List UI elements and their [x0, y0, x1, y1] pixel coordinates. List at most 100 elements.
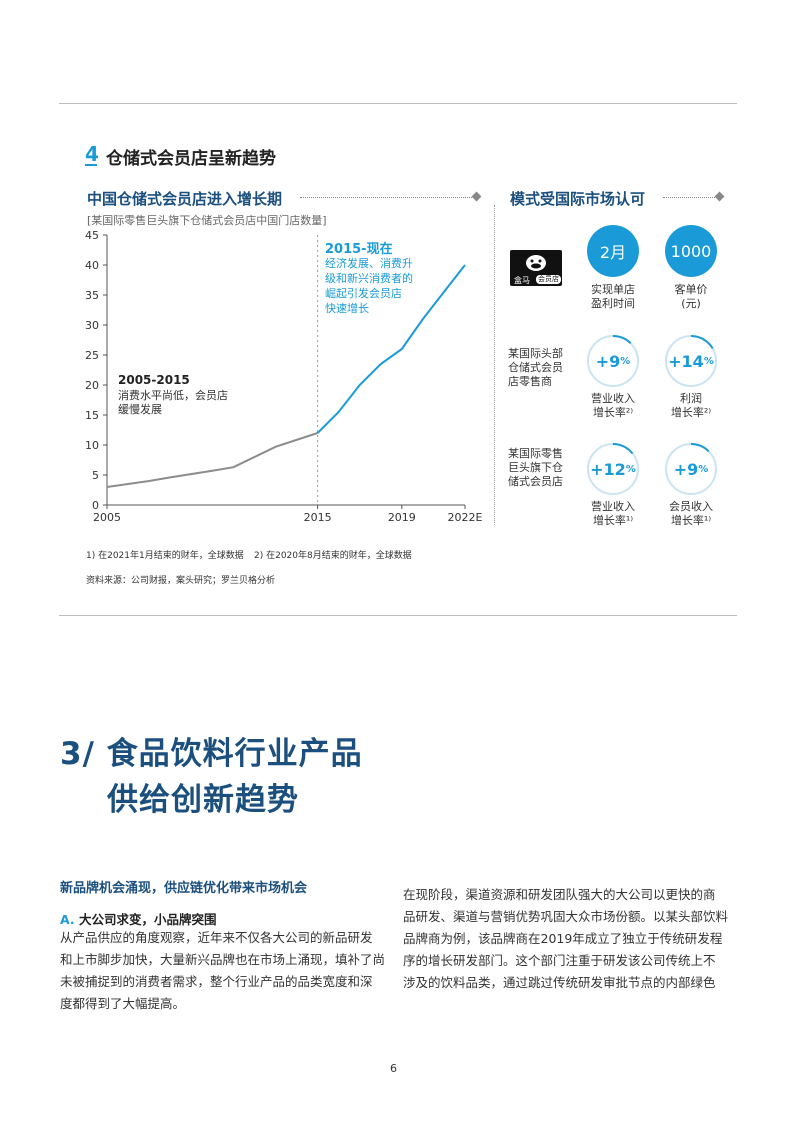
footnote-2: 2) 在2020年8月结束的财年，全球数据	[254, 551, 412, 561]
caption-line: 盈利时间	[591, 297, 635, 310]
body-right-paragraph: 在现阶段，渠道资源和研发团队强大的大公司以更快的商 品研发、渠道与营销优势巩固大…	[403, 884, 733, 994]
annotation-early-line: 缓慢发展	[118, 403, 162, 416]
paragraph-line: 在现阶段，渠道资源和研发团队强大的大公司以更快的商	[403, 887, 716, 902]
paragraph-line: 从产品供应的角度观察，近年来不仅各大公司的新品研发	[60, 930, 373, 945]
row-label-line: 巨头旗下仓	[508, 461, 563, 474]
subheading-letter: A.	[60, 912, 75, 927]
stat-caption: 实现单店 盈利时间	[577, 283, 649, 311]
source-note: 资料来源：公司财报，案头研究；罗兰贝格分析	[86, 576, 276, 586]
caption-line: 增长率²⁾	[592, 406, 634, 419]
paragraph-line: 度都得到了大幅提高。	[60, 996, 186, 1011]
stat-caption: 营业收入 增长率²⁾	[577, 392, 649, 420]
percent-sign: %	[698, 463, 709, 475]
percent-sign: %	[620, 355, 631, 367]
stat-circle-profit-time: 2月	[587, 225, 639, 277]
stat-caption: 利润 增长率²⁾	[655, 392, 727, 420]
top-divider	[59, 103, 737, 104]
percent-sign: %	[703, 355, 714, 367]
stat-caption: 营业收入 增长率¹⁾	[577, 500, 649, 528]
paragraph-line: 品研发、渠道与营销优势巩固大众市场份额。以某头部饮料	[403, 909, 729, 924]
annotation-recent-line: 快速增长	[325, 302, 369, 315]
chart-title: 中国仓储式会员店进入增长期	[87, 190, 283, 208]
annotation-early-line: 消费水平尚低，会员店	[118, 389, 228, 402]
paragraph-line: 和上市脚步加快，大量新兴品牌也在市场上涌现，填补了尚	[60, 952, 386, 967]
progress-arc	[690, 335, 714, 350]
x-tick-label: 2015	[304, 511, 332, 524]
chart-title-leader	[300, 197, 472, 198]
x-tick-label: 2022E	[448, 511, 483, 524]
hippo-icon	[526, 255, 546, 271]
paragraph-line: 未被捕捉到的消费者需求，整个行业产品的品类宽度和深	[60, 974, 373, 989]
section-number-underline	[85, 164, 97, 166]
stat-circle-revenue-growth: +9%	[587, 335, 639, 387]
right-panel-title: 模式受国际市场认可	[510, 190, 646, 208]
section-title: 仓储式会员店呈新趋势	[106, 149, 276, 169]
stat-value: +14	[668, 351, 704, 371]
chapter-title-line2: 供给创新趋势	[107, 782, 299, 818]
caption-line: 增长率¹⁾	[670, 514, 712, 527]
body-subheading: A. 大公司求变，小品牌突围	[60, 909, 217, 928]
stat-value: 1000	[670, 241, 712, 261]
row-label-line: 店零售商	[508, 375, 552, 388]
row-label-line: 仓储式会员	[508, 361, 563, 374]
footnote-1: 1) 在2021年1月结束的财年，全球数据	[86, 551, 244, 561]
caption-line: 营业收入	[591, 500, 635, 513]
y-tick-label: 45	[85, 229, 99, 242]
logo-text: 盒马	[514, 276, 530, 285]
x-tick-label: 2019	[388, 511, 416, 524]
annotation-early-title: 2005-2015	[118, 373, 190, 387]
caption-line: 实现单店	[591, 283, 635, 296]
body-left-paragraph: 从产品供应的角度观察，近年来不仅各大公司的新品研发 和上市脚步加快，大量新兴品牌…	[60, 927, 396, 1015]
stat-caption: 客单价 (元)	[655, 283, 727, 311]
y-tick-label: 5	[92, 469, 99, 482]
series-line-2015-now	[316, 264, 466, 434]
progress-arc	[612, 335, 632, 345]
percent-sign: %	[625, 463, 636, 475]
row-label-line: 某国际头部	[508, 347, 563, 360]
stat-value: 2月	[599, 243, 627, 262]
caption-line: 客单价	[674, 283, 708, 296]
x-tick-label: 2005	[93, 511, 121, 524]
row-label: 某国际零售 巨头旗下仓 储式会员店	[508, 447, 563, 489]
series-line-2005-2015	[106, 432, 318, 488]
stat-caption: 会员收入 增长率¹⁾	[655, 500, 727, 528]
stat-circle-avg-ticket: 1000	[665, 225, 717, 277]
y-tick-label: 30	[85, 319, 99, 332]
annotation-early-text: 消费水平尚低，会员店 缓慢发展	[118, 389, 228, 417]
progress-arc	[612, 443, 634, 455]
stat-circle-member-growth: +9%	[665, 443, 717, 495]
y-tick-label: 0	[92, 499, 99, 512]
annotation-recent-line: 经济发展、消费升	[325, 257, 413, 270]
row-label: 某国际头部 仓储式会员 店零售商	[508, 347, 563, 389]
chart-subtitle: [某国际零售巨头旗下仓储式会员店中国门店数量]	[87, 214, 327, 227]
logo-badge: 会员店	[536, 275, 561, 284]
y-tick-label: 40	[85, 259, 99, 272]
annotation-recent-text: 经济发展、消费升 级和新兴消费者的 崛起引发会员店 快速增长	[325, 256, 413, 316]
stat-circle-profit-growth: +14%	[665, 335, 717, 387]
annotation-recent-title: 2015-现在	[325, 242, 393, 257]
paragraph-line: 序的增长研发部门。这个部门注重于研发该公司传统上不	[403, 953, 716, 968]
body-heading: 新品牌机会涌现，供应链优化带来市场机会	[60, 881, 308, 896]
bottom-divider	[59, 615, 737, 616]
row-label-line: 某国际零售	[508, 447, 563, 460]
y-tick-label: 15	[85, 409, 99, 422]
brand-logo: 盒马 会员店	[510, 250, 562, 286]
stat-value: +9	[673, 459, 699, 479]
paragraph-line: 涉及的饮料品类，通过跳过传统研发审批节点的内部绿色	[403, 975, 716, 990]
right-title-diamond	[714, 191, 725, 202]
caption-line: 增长率¹⁾	[592, 514, 634, 527]
stat-value: +12	[590, 459, 626, 479]
caption-line: 会员收入	[669, 500, 713, 513]
caption-line: 利润	[680, 392, 702, 405]
y-tick-label: 20	[85, 379, 99, 392]
section-number: 4	[85, 142, 99, 166]
page-number: 6	[390, 1062, 397, 1075]
annotation-recent-line: 级和新兴消费者的	[325, 272, 413, 285]
annotation-recent-line: 崛起引发会员店	[325, 287, 402, 300]
right-title-leader	[663, 197, 715, 198]
caption-line: 增长率²⁾	[670, 406, 712, 419]
panel-separator	[494, 205, 495, 525]
progress-arc	[690, 443, 710, 453]
y-tick-label: 25	[85, 349, 99, 362]
stat-value: +9	[595, 351, 621, 371]
